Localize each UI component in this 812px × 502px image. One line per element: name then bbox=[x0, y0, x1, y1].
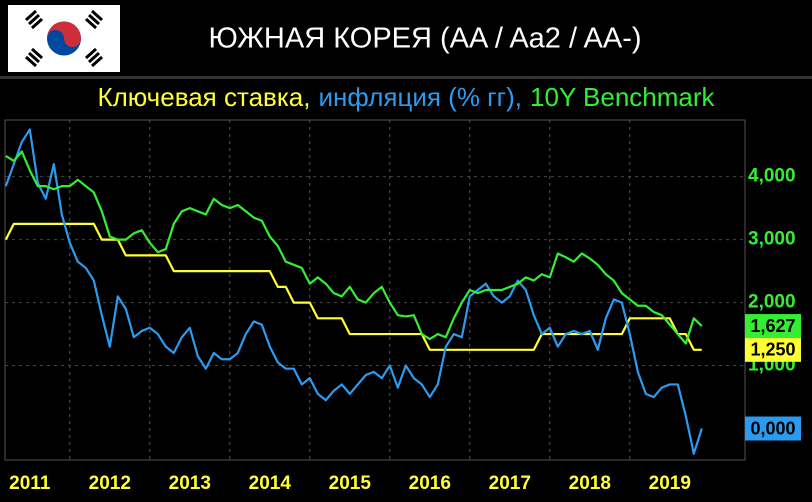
chart-title: ЮЖНАЯ КОРЕЯ (AA / Aa2 / AA-) bbox=[208, 23, 641, 55]
x-tick-label: 2018 bbox=[569, 473, 611, 494]
x-tick-label: 2013 bbox=[169, 473, 211, 494]
x-tick-label: 2014 bbox=[249, 473, 292, 494]
x-tick-label: 2011 bbox=[9, 473, 51, 494]
value-label-box bbox=[745, 337, 801, 362]
x-tick-label: 2015 bbox=[329, 473, 372, 494]
line-series bbox=[5, 150, 703, 345]
legend: Ключевая ставка, инфляция (% гг), 10Y Benc… bbox=[97, 82, 715, 112]
x-tick-label: 2016 bbox=[409, 473, 451, 494]
value-label: 1,627 bbox=[750, 316, 795, 336]
plot-frame bbox=[4, 119, 746, 461]
legend-entry: 10Y Benchmark bbox=[530, 82, 716, 112]
x-tick-label: 2019 bbox=[649, 473, 691, 494]
y-tick-label: 4,000 bbox=[748, 166, 796, 187]
x-tick-label: 2012 bbox=[89, 473, 131, 494]
x-tick-label: 2017 bbox=[489, 473, 531, 494]
value-label-box bbox=[745, 314, 801, 339]
value-label: 0,000 bbox=[750, 418, 795, 438]
line-series bbox=[4, 222, 702, 351]
legend-entry: Ключевая ставка, bbox=[97, 82, 310, 112]
flag bbox=[8, 5, 120, 72]
legend-entry: инфляция (% гг), bbox=[319, 82, 523, 112]
y-tick-label: 2,000 bbox=[748, 292, 796, 313]
value-label-box bbox=[745, 416, 801, 441]
line-series bbox=[4, 128, 703, 455]
value-label: 1,250 bbox=[750, 340, 795, 360]
y-tick-label: 3,000 bbox=[748, 229, 796, 250]
divider bbox=[0, 76, 812, 79]
